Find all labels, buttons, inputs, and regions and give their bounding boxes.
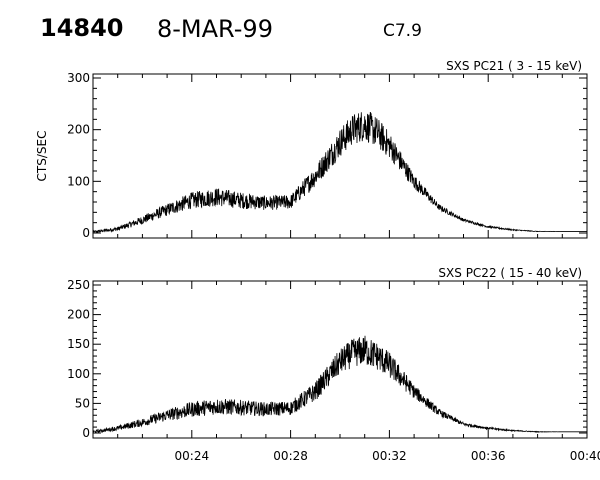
flare-class: C7.9 (383, 21, 422, 41)
x-tick-label: 00:28 (273, 449, 308, 463)
event-number: 14840 (40, 14, 124, 42)
y-tick-label: 250 (67, 278, 90, 292)
y-tick-label: 150 (67, 337, 90, 351)
y-tick-label: 100 (67, 174, 90, 188)
x-tick-label: 00:24 (175, 449, 210, 463)
plot-frame-1 (92, 73, 588, 239)
event-date: 8-MAR-99 (157, 15, 273, 43)
series-line-1 (92, 111, 587, 234)
x-tick-label: 00:36 (471, 449, 506, 463)
y-tick-label: 200 (67, 308, 90, 322)
series-line-2 (92, 335, 587, 434)
y-axis-label: CTS/SEC (35, 131, 49, 182)
y-tick-label: 200 (67, 123, 90, 137)
y-tick-label: 50 (75, 396, 90, 410)
y-tick-label: 100 (67, 367, 90, 381)
y-tick-label: 0 (82, 426, 90, 440)
y-tick-label: 300 (67, 71, 90, 85)
chart-title-1: SXS PC21 ( 3 - 15 keV) (446, 59, 582, 73)
chart-title-2: SXS PC22 ( 15 - 40 keV) (438, 266, 582, 280)
y-tick-label: 0 (82, 226, 90, 240)
x-tick-label: 00:32 (372, 449, 407, 463)
x-tick-label: 00:40 (570, 449, 600, 463)
